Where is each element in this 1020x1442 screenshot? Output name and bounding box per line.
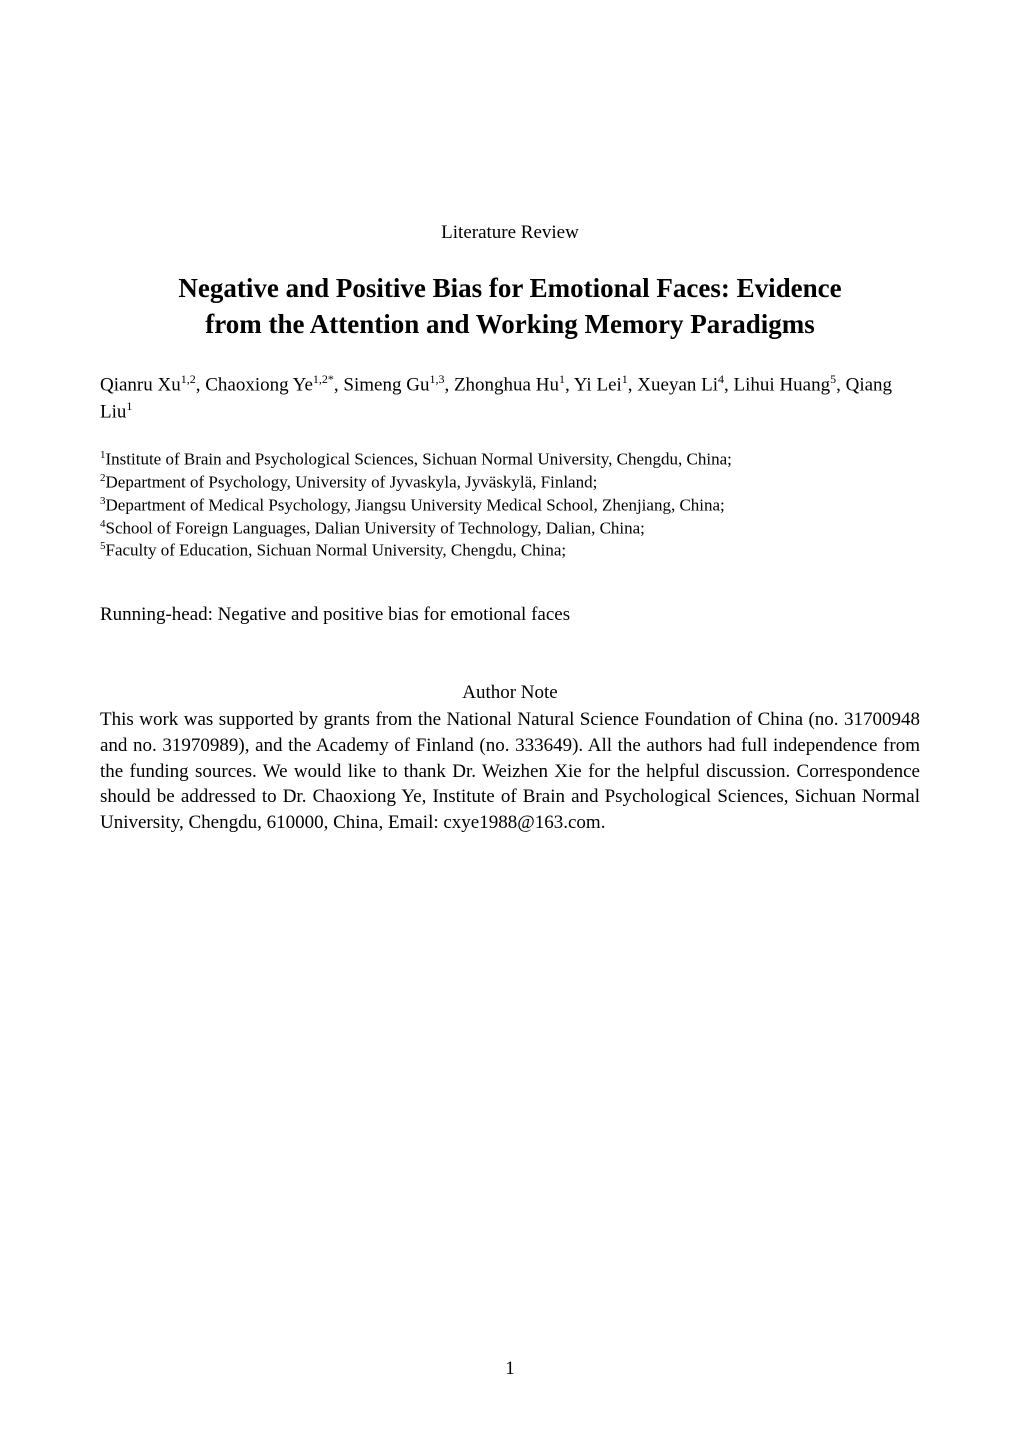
title-line-1: Negative and Positive Bias for Emotional… <box>178 273 841 303</box>
affiliation-5: 5Faculty of Education, Sichuan Normal Un… <box>100 539 920 562</box>
affiliation-4: 4School of Foreign Languages, Dalian Uni… <box>100 517 920 540</box>
article-type: Literature Review <box>100 220 920 246</box>
title-line-2: from the Attention and Working Memory Pa… <box>205 309 814 339</box>
author-note-heading: Author Note <box>100 680 920 706</box>
affiliation-2: 2Department of Psychology, University of… <box>100 471 920 494</box>
affiliation-3: 3Department of Medical Psychology, Jiang… <box>100 494 920 517</box>
affiliations-block: 1Institute of Brain and Psychological Sc… <box>100 448 920 562</box>
author-note-body: This work was supported by grants from t… <box>100 707 920 835</box>
page-number: 1 <box>0 1356 1020 1382</box>
paper-title: Negative and Positive Bias for Emotional… <box>100 270 920 343</box>
running-head: Running-head: Negative and positive bias… <box>100 602 920 628</box>
authors-list: Qianru Xu1,2, Chaoxiong Ye1,2*, Simeng G… <box>100 371 920 427</box>
affiliation-1: 1Institute of Brain and Psychological Sc… <box>100 448 920 471</box>
